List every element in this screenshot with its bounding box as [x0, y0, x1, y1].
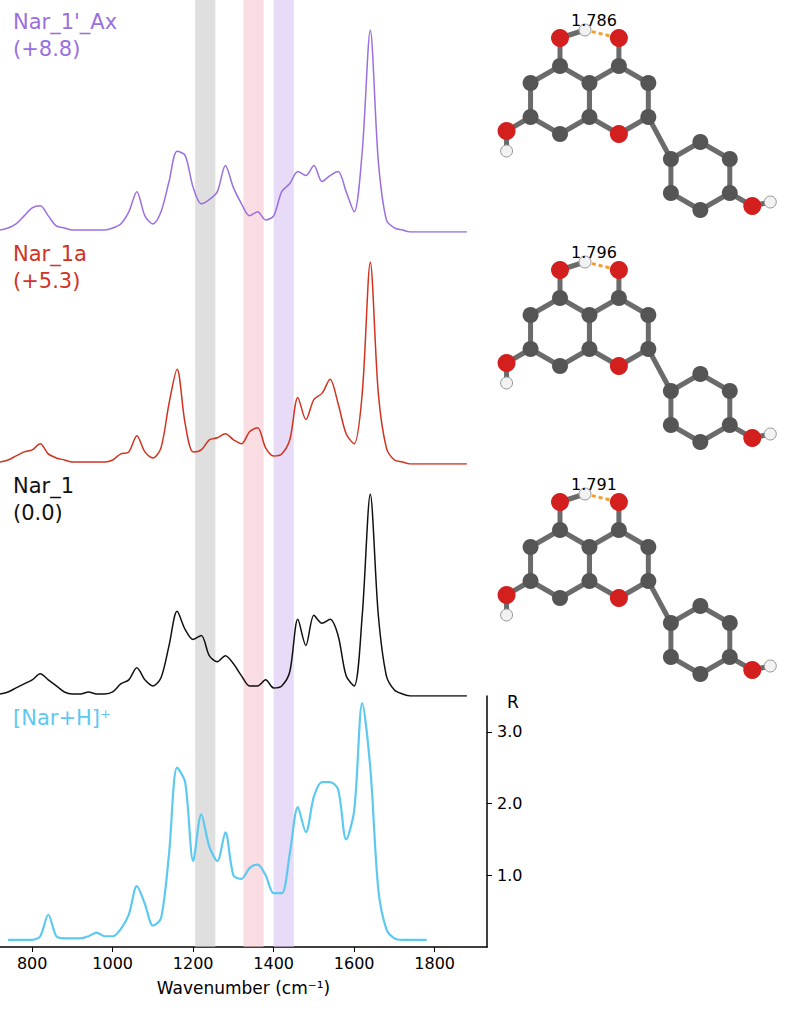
svg-text:(+8.8): (+8.8) — [13, 37, 80, 61]
svg-text:1.786: 1.786 — [571, 11, 617, 30]
svg-text:1200: 1200 — [173, 954, 214, 973]
svg-text:3.0: 3.0 — [497, 722, 522, 741]
svg-text:Nar_1: Nar_1 — [13, 474, 74, 499]
svg-text:1400: 1400 — [253, 954, 294, 973]
svg-text:1000: 1000 — [92, 954, 133, 973]
svg-text:[Nar+H]⁺: [Nar+H]⁺ — [13, 706, 111, 730]
svg-text:1600: 1600 — [334, 954, 375, 973]
svg-text:Nar_1'_Ax: Nar_1'_Ax — [13, 10, 117, 35]
svg-text:R: R — [507, 692, 519, 712]
svg-text:Nar_1a: Nar_1a — [13, 242, 87, 267]
svg-text:(+5.3): (+5.3) — [13, 269, 80, 293]
svg-text:1800: 1800 — [414, 954, 455, 973]
svg-text:1.791: 1.791 — [571, 475, 617, 494]
svg-text:1.0: 1.0 — [497, 866, 522, 885]
svg-text:(0.0): (0.0) — [13, 501, 63, 525]
svg-text:2.0: 2.0 — [497, 794, 522, 813]
svg-text:800: 800 — [17, 954, 48, 973]
svg-text:Wavenumber (cm⁻¹): Wavenumber (cm⁻¹) — [157, 978, 330, 998]
svg-text:1.796: 1.796 — [571, 243, 617, 262]
